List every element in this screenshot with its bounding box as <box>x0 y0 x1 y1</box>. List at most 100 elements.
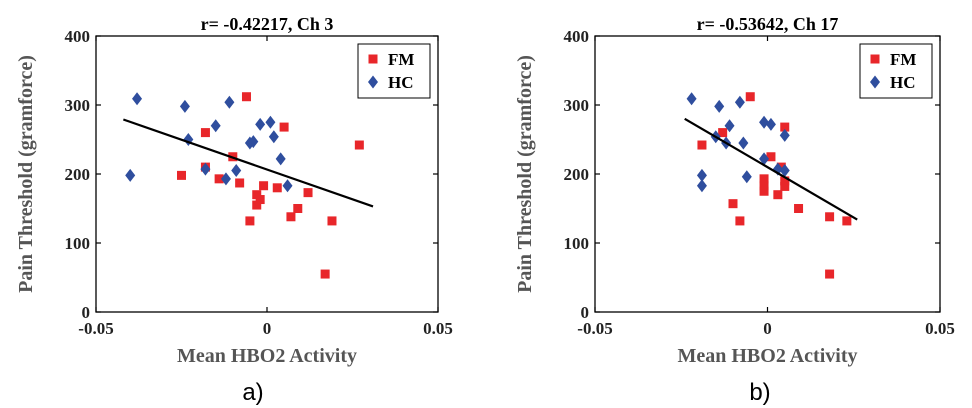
data-point-fm <box>759 181 769 191</box>
y-tick-label: 400 <box>564 27 590 46</box>
data-point-hc <box>734 95 745 109</box>
data-point-fm <box>794 204 804 213</box>
x-tick-label: 0 <box>763 319 772 338</box>
legend-label-hc: HC <box>388 73 414 92</box>
data-point-fm <box>780 176 790 186</box>
regression-line <box>684 117 858 221</box>
legend-label-hc: HC <box>890 73 916 92</box>
legend-marker-hc <box>368 75 378 89</box>
series-hc <box>686 92 790 193</box>
data-point-hc <box>759 152 770 166</box>
y-tick-label: 0 <box>82 303 91 322</box>
y-tick-label: 0 <box>581 303 590 322</box>
chart-title: r= -0.53642, Ch 17 <box>697 14 839 34</box>
y-tick-label: 200 <box>65 165 91 184</box>
data-point-fm <box>773 190 783 200</box>
series-hc <box>125 92 293 193</box>
data-point-hc <box>275 152 286 166</box>
data-point-fm <box>745 92 755 102</box>
series-fm <box>177 92 364 279</box>
data-point-hc <box>132 92 143 106</box>
y-tick-label: 400 <box>65 27 91 46</box>
data-point-fm <box>327 216 337 226</box>
x-tick-label: 0.05 <box>925 319 955 338</box>
panel-caption: a) <box>242 379 263 406</box>
legend-marker-fm <box>870 54 880 64</box>
data-point-hc <box>686 92 697 106</box>
legend-box <box>357 43 431 99</box>
data-point-fm <box>735 216 745 226</box>
data-point-fm <box>766 152 776 162</box>
data-point-hc <box>231 164 242 178</box>
data-point-fm <box>759 174 769 184</box>
data-point-fm <box>303 188 313 198</box>
data-point-fm <box>255 195 265 205</box>
y-axis-label: Pain Threshold (gramforce) <box>514 55 536 293</box>
y-tick-label: 100 <box>65 234 91 253</box>
chart-title: r= -0.42217, Ch 3 <box>201 14 334 34</box>
data-point-hc <box>220 172 231 186</box>
data-point-fm <box>842 216 852 226</box>
data-point-hc <box>765 117 776 131</box>
data-point-fm <box>200 128 210 138</box>
legend-box <box>859 43 933 99</box>
x-tick-label: -0.05 <box>577 319 612 338</box>
data-point-hc <box>265 115 276 129</box>
x-axis-label: Mean HBO2 Activity <box>177 345 357 367</box>
data-point-fm <box>354 140 364 150</box>
data-point-fm <box>286 212 296 222</box>
data-point-hc <box>210 119 221 133</box>
data-point-fm <box>718 128 728 138</box>
data-point-fm <box>259 181 269 191</box>
data-point-hc <box>125 168 136 182</box>
x-tick-label: 0 <box>263 319 272 338</box>
data-point-fm <box>252 200 262 210</box>
data-point-hc <box>759 115 770 129</box>
legend-label-fm: FM <box>890 50 916 69</box>
data-point-fm <box>320 269 330 279</box>
data-point-fm <box>252 190 262 200</box>
data-point-hc <box>248 135 259 149</box>
data-point-fm <box>728 199 738 209</box>
data-point-fm <box>825 269 835 279</box>
data-point-fm <box>780 181 790 191</box>
data-point-hc <box>741 170 752 184</box>
data-point-hc <box>255 117 266 131</box>
data-point-fm <box>759 186 769 196</box>
data-point-hc <box>179 99 190 113</box>
y-tick-label: 300 <box>564 96 590 115</box>
data-point-hc <box>738 136 749 150</box>
data-point-hc <box>724 119 735 133</box>
data-point-hc <box>714 99 725 113</box>
data-point-hc <box>200 162 211 176</box>
data-point-fm <box>245 216 255 226</box>
data-point-fm <box>177 170 186 180</box>
data-point-hc <box>779 128 790 142</box>
data-point-hc <box>696 179 707 193</box>
legend: FM HC <box>859 43 933 99</box>
x-axis-label: Mean HBO2 Activity <box>678 345 858 367</box>
data-point-fm <box>279 122 289 132</box>
y-tick-label: 300 <box>65 96 91 115</box>
data-point-fm <box>697 140 707 150</box>
data-point-fm <box>293 204 303 213</box>
data-point-fm <box>241 92 251 102</box>
data-point-fm <box>272 183 282 193</box>
panel-caption: b) <box>749 379 770 406</box>
legend-marker-hc <box>870 75 880 89</box>
data-point-hc <box>779 164 790 178</box>
legend: FM HC <box>357 43 431 99</box>
data-point-fm <box>776 162 786 172</box>
legend-marker-fm <box>368 54 378 64</box>
data-point-hc <box>696 168 707 182</box>
regression-line <box>122 118 374 208</box>
data-point-fm <box>235 178 245 188</box>
data-point-fm <box>214 174 224 184</box>
data-point-hc <box>224 95 235 109</box>
data-point-fm <box>825 212 835 222</box>
series-fm <box>697 92 852 279</box>
x-tick-label: -0.05 <box>78 319 113 338</box>
